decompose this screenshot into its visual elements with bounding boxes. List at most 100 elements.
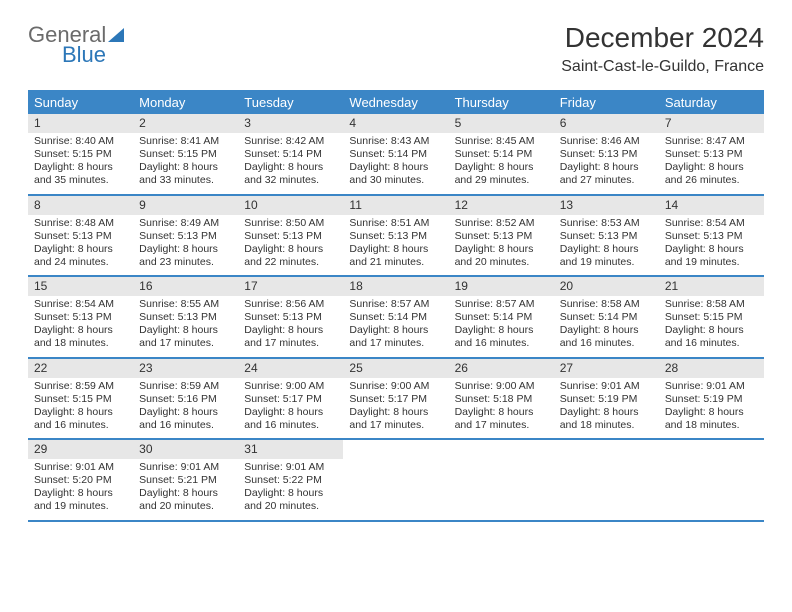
sunset-text: Sunset: 5:14 PM (560, 311, 653, 324)
sunset-text: Sunset: 5:16 PM (139, 393, 232, 406)
day-cell: 20Sunrise: 8:58 AMSunset: 5:14 PMDayligh… (554, 277, 659, 357)
daylight-text: Daylight: 8 hours and 16 minutes. (244, 406, 337, 432)
day-details: Sunrise: 8:55 AMSunset: 5:13 PMDaylight:… (133, 296, 238, 357)
day-cell: 2Sunrise: 8:41 AMSunset: 5:15 PMDaylight… (133, 114, 238, 194)
day-details: Sunrise: 8:59 AMSunset: 5:16 PMDaylight:… (133, 378, 238, 439)
day-header: Saturday (659, 91, 764, 114)
day-number: 31 (238, 440, 343, 459)
day-header-row: SundayMondayTuesdayWednesdayThursdayFrid… (28, 90, 764, 114)
daylight-text: Daylight: 8 hours and 29 minutes. (455, 161, 548, 187)
day-cell: 11Sunrise: 8:51 AMSunset: 5:13 PMDayligh… (343, 196, 448, 276)
day-cell: 23Sunrise: 8:59 AMSunset: 5:16 PMDayligh… (133, 359, 238, 439)
day-cell: 9Sunrise: 8:49 AMSunset: 5:13 PMDaylight… (133, 196, 238, 276)
daylight-text: Daylight: 8 hours and 18 minutes. (560, 406, 653, 432)
sunset-text: Sunset: 5:15 PM (665, 311, 758, 324)
day-number: 14 (659, 196, 764, 215)
day-cell: 27Sunrise: 9:01 AMSunset: 5:19 PMDayligh… (554, 359, 659, 439)
week-row: 15Sunrise: 8:54 AMSunset: 5:13 PMDayligh… (28, 277, 764, 359)
day-cell: 15Sunrise: 8:54 AMSunset: 5:13 PMDayligh… (28, 277, 133, 357)
day-number: 3 (238, 114, 343, 133)
daylight-text: Daylight: 8 hours and 17 minutes. (139, 324, 232, 350)
day-header: Tuesday (238, 91, 343, 114)
day-details: Sunrise: 8:51 AMSunset: 5:13 PMDaylight:… (343, 215, 448, 276)
day-details: Sunrise: 8:42 AMSunset: 5:14 PMDaylight:… (238, 133, 343, 194)
sunrise-text: Sunrise: 9:00 AM (349, 380, 442, 393)
logo-text-wrap: General Blue (28, 22, 124, 68)
sunset-text: Sunset: 5:13 PM (34, 230, 127, 243)
day-cell: 4Sunrise: 8:43 AMSunset: 5:14 PMDaylight… (343, 114, 448, 194)
page-title: December 2024 (561, 22, 764, 54)
day-details: Sunrise: 9:00 AMSunset: 5:17 PMDaylight:… (238, 378, 343, 439)
day-details: Sunrise: 8:43 AMSunset: 5:14 PMDaylight:… (343, 133, 448, 194)
sunrise-text: Sunrise: 8:56 AM (244, 298, 337, 311)
daylight-text: Daylight: 8 hours and 23 minutes. (139, 243, 232, 269)
day-number: 18 (343, 277, 448, 296)
day-details: Sunrise: 8:49 AMSunset: 5:13 PMDaylight:… (133, 215, 238, 276)
day-number: 10 (238, 196, 343, 215)
sunrise-text: Sunrise: 9:00 AM (244, 380, 337, 393)
sunrise-text: Sunrise: 9:01 AM (560, 380, 653, 393)
page: General Blue December 2024 Saint-Cast-le… (0, 0, 792, 544)
daylight-text: Daylight: 8 hours and 17 minutes. (349, 406, 442, 432)
sunset-text: Sunset: 5:13 PM (560, 148, 653, 161)
daylight-text: Daylight: 8 hours and 16 minutes. (34, 406, 127, 432)
day-cell: 5Sunrise: 8:45 AMSunset: 5:14 PMDaylight… (449, 114, 554, 194)
daylight-text: Daylight: 8 hours and 19 minutes. (34, 487, 127, 513)
day-cell: 6Sunrise: 8:46 AMSunset: 5:13 PMDaylight… (554, 114, 659, 194)
sunrise-text: Sunrise: 8:57 AM (349, 298, 442, 311)
daylight-text: Daylight: 8 hours and 17 minutes. (349, 324, 442, 350)
day-number: 4 (343, 114, 448, 133)
logo-triangle-icon (108, 28, 124, 42)
calendar: SundayMondayTuesdayWednesdayThursdayFrid… (28, 90, 764, 522)
day-cell: 28Sunrise: 9:01 AMSunset: 5:19 PMDayligh… (659, 359, 764, 439)
sunset-text: Sunset: 5:14 PM (349, 148, 442, 161)
daylight-text: Daylight: 8 hours and 20 minutes. (244, 487, 337, 513)
sunset-text: Sunset: 5:13 PM (560, 230, 653, 243)
day-details: Sunrise: 8:53 AMSunset: 5:13 PMDaylight:… (554, 215, 659, 276)
day-number: 15 (28, 277, 133, 296)
day-number: 25 (343, 359, 448, 378)
day-number: 26 (449, 359, 554, 378)
sunset-text: Sunset: 5:13 PM (34, 311, 127, 324)
day-cell: 13Sunrise: 8:53 AMSunset: 5:13 PMDayligh… (554, 196, 659, 276)
sunset-text: Sunset: 5:15 PM (34, 393, 127, 406)
sunrise-text: Sunrise: 9:01 AM (34, 461, 127, 474)
daylight-text: Daylight: 8 hours and 30 minutes. (349, 161, 442, 187)
day-details: Sunrise: 8:59 AMSunset: 5:15 PMDaylight:… (28, 378, 133, 439)
day-header: Monday (133, 91, 238, 114)
day-header: Sunday (28, 91, 133, 114)
day-cell: 30Sunrise: 9:01 AMSunset: 5:21 PMDayligh… (133, 440, 238, 520)
day-details: Sunrise: 9:01 AMSunset: 5:22 PMDaylight:… (238, 459, 343, 520)
daylight-text: Daylight: 8 hours and 27 minutes. (560, 161, 653, 187)
sunset-text: Sunset: 5:13 PM (139, 311, 232, 324)
sunset-text: Sunset: 5:14 PM (349, 311, 442, 324)
day-details: Sunrise: 8:50 AMSunset: 5:13 PMDaylight:… (238, 215, 343, 276)
day-details: Sunrise: 8:57 AMSunset: 5:14 PMDaylight:… (343, 296, 448, 357)
day-cell: 14Sunrise: 8:54 AMSunset: 5:13 PMDayligh… (659, 196, 764, 276)
daylight-text: Daylight: 8 hours and 24 minutes. (34, 243, 127, 269)
day-number: 30 (133, 440, 238, 459)
day-details: Sunrise: 8:58 AMSunset: 5:15 PMDaylight:… (659, 296, 764, 357)
daylight-text: Daylight: 8 hours and 32 minutes. (244, 161, 337, 187)
sunset-text: Sunset: 5:19 PM (560, 393, 653, 406)
sunrise-text: Sunrise: 8:48 AM (34, 217, 127, 230)
day-number: 1 (28, 114, 133, 133)
day-number: 21 (659, 277, 764, 296)
day-details: Sunrise: 8:52 AMSunset: 5:13 PMDaylight:… (449, 215, 554, 276)
day-number: 23 (133, 359, 238, 378)
day-cell: 29Sunrise: 9:01 AMSunset: 5:20 PMDayligh… (28, 440, 133, 520)
sunset-text: Sunset: 5:22 PM (244, 474, 337, 487)
day-details: Sunrise: 9:01 AMSunset: 5:19 PMDaylight:… (554, 378, 659, 439)
day-header: Wednesday (343, 91, 448, 114)
sunrise-text: Sunrise: 8:59 AM (34, 380, 127, 393)
daylight-text: Daylight: 8 hours and 16 minutes. (665, 324, 758, 350)
day-cell: 22Sunrise: 8:59 AMSunset: 5:15 PMDayligh… (28, 359, 133, 439)
logo-text-blue: Blue (62, 42, 106, 68)
sunrise-text: Sunrise: 8:59 AM (139, 380, 232, 393)
sunrise-text: Sunrise: 9:01 AM (665, 380, 758, 393)
sunset-text: Sunset: 5:13 PM (139, 230, 232, 243)
daylight-text: Daylight: 8 hours and 22 minutes. (244, 243, 337, 269)
day-number: 24 (238, 359, 343, 378)
day-number: 11 (343, 196, 448, 215)
sunrise-text: Sunrise: 8:46 AM (560, 135, 653, 148)
